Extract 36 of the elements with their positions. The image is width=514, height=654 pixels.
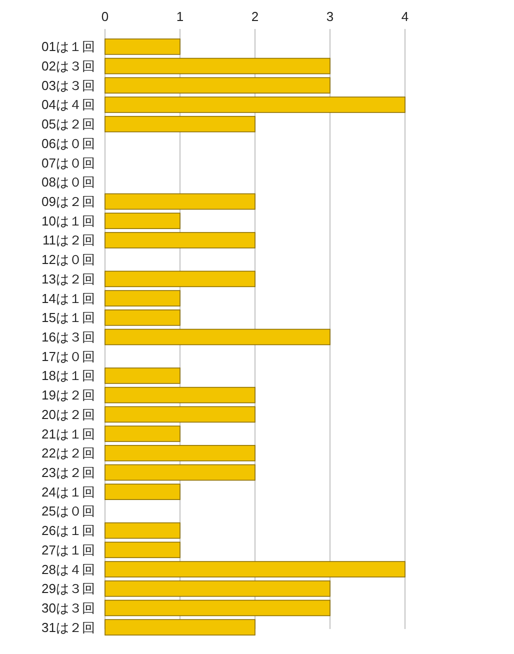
y-tick-label: 09は２回 — [42, 194, 95, 210]
y-tick-label: 25は０回 — [42, 504, 95, 519]
y-tick-label: 30は３回 — [42, 600, 95, 616]
y-tick-label: 19は２回 — [42, 388, 95, 403]
y-tick-label: 26は１回 — [42, 523, 95, 538]
x-tick-label: 4 — [401, 9, 409, 24]
y-tick-label: 20は２回 — [42, 406, 95, 422]
y-tick-label: 03は３回 — [42, 78, 95, 93]
y-tick-label: 13は２回 — [42, 271, 95, 286]
y-tick-label: 17は０回 — [42, 348, 95, 364]
y-tick-label: 16は３回 — [42, 330, 95, 344]
y-tick-label: 15は１回 — [42, 310, 95, 326]
y-tick-label: 06は０回 — [42, 136, 95, 151]
y-tick-label: 31は２回 — [42, 620, 95, 635]
y-tick-label: 18は１回 — [42, 368, 95, 384]
y-tick-label: 24は１回 — [42, 484, 95, 500]
y-tick-label: 29は３回 — [42, 581, 95, 596]
y-tick-label: 12は０回 — [42, 252, 95, 268]
x-tick-label: 0 — [101, 9, 109, 24]
y-tick-label: 05は２回 — [42, 116, 95, 132]
x-tick-label: 2 — [251, 9, 259, 24]
y-tick-label: 14は１回 — [42, 290, 95, 306]
y-tick-label: 07は０回 — [42, 155, 95, 170]
y-tick-label: 11は２回 — [42, 232, 95, 248]
y-tick-label: 08は０回 — [42, 174, 95, 190]
y-tick-label: 02は３回 — [42, 58, 95, 74]
y-tick-label: 10は１回 — [42, 213, 95, 228]
y-tick-label: 21は１回 — [42, 426, 95, 442]
y-tick-label: 04は４回 — [42, 97, 95, 112]
x-tick-label: 1 — [176, 9, 184, 24]
y-tick-label: 01は１回 — [42, 39, 95, 54]
y-tick-label: 28は４回 — [42, 562, 95, 577]
y-tick-label: 27は１回 — [42, 542, 95, 558]
y-tick-label: 22は２回 — [42, 446, 95, 461]
x-tick-label: 3 — [326, 9, 334, 24]
y-tick-label: 23は２回 — [42, 464, 95, 480]
